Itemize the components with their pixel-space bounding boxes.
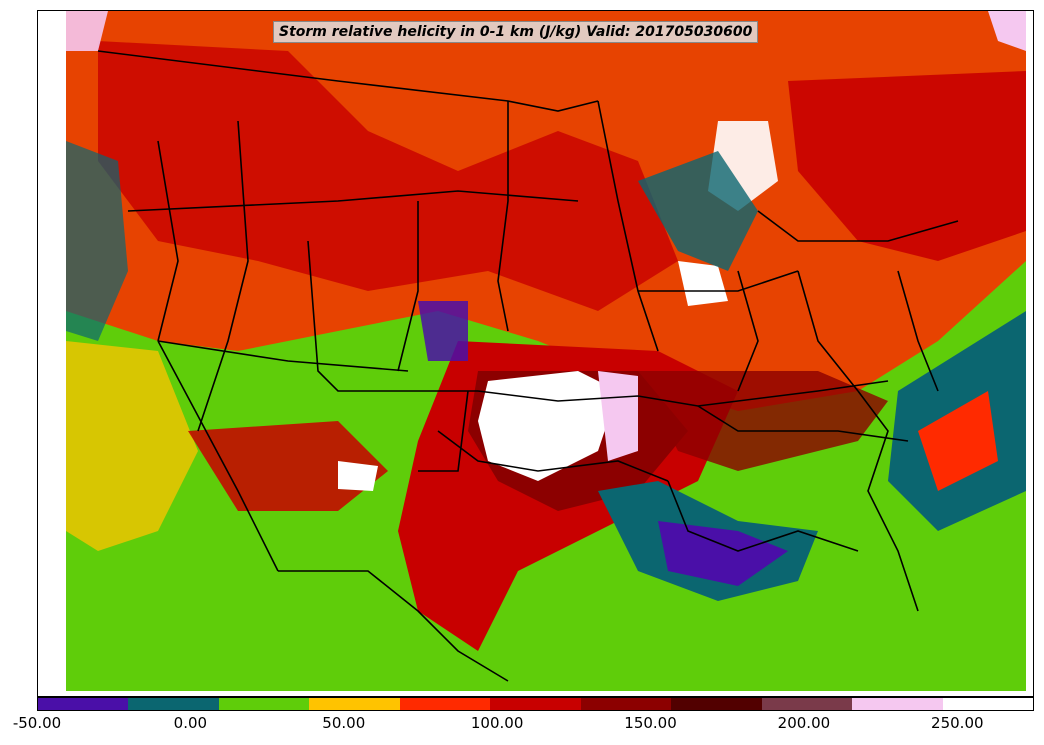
colorbar-tick-label: 250.00 (931, 714, 984, 732)
colorbar-tick-label: 50.00 (322, 714, 366, 732)
helicity-map (38, 11, 1033, 696)
colorbar-tick-label: 200.00 (777, 714, 831, 732)
colorbar-segment (128, 698, 219, 710)
colorbar-segment (671, 698, 762, 710)
colorbar-segment (309, 698, 400, 710)
colorbar-segment (218, 698, 310, 710)
colorbar (37, 697, 1034, 711)
colorbar-tick-label: 150.00 (624, 714, 677, 732)
colorbar-segment (942, 698, 1033, 710)
political-borders (97, 50, 959, 682)
map-title: Storm relative helicity in 0-1 km (J/kg)… (273, 21, 759, 43)
colorbar-segment (399, 698, 491, 710)
colorbar-segment (38, 698, 129, 710)
colorbar-tick-label: -50.00 (12, 714, 62, 732)
colorbar-segment (490, 698, 581, 710)
colorbar-tick-label: 100.00 (470, 714, 524, 732)
colorbar-ticks: -50.00 0.00 50.00 100.00 150.00 200.00 250.00 (0, 712, 1044, 742)
map-panel (37, 10, 1034, 697)
colorbar-segment (580, 698, 672, 710)
colorbar-segment (852, 698, 943, 710)
colorbar-tick-label: 0.00 (173, 714, 208, 732)
colorbar-segment (761, 698, 853, 710)
